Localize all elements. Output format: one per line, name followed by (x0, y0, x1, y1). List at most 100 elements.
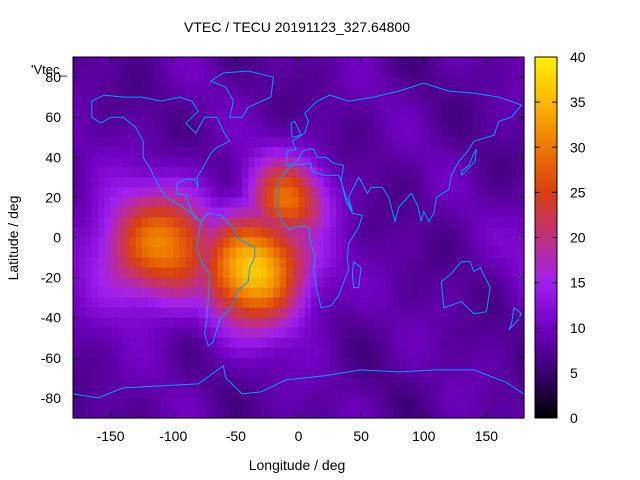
heatmap-cell (110, 217, 118, 229)
heatmap-cell (273, 337, 281, 349)
heatmap-cell (141, 277, 149, 289)
legend-key-label: 'Vtec_ (31, 62, 67, 77)
heatmap-cell (285, 87, 293, 98)
heatmap-cell (260, 157, 268, 168)
heatmap-cell (229, 237, 237, 249)
heatmap-cell (480, 187, 488, 198)
heatmap-cell (198, 367, 206, 379)
heatmap-cell (505, 127, 513, 138)
heatmap-cell (285, 147, 293, 158)
heatmap-cell (298, 297, 306, 309)
heatmap-cell (329, 327, 337, 339)
heatmap-cell (104, 227, 112, 239)
heatmap-cell (311, 137, 318, 148)
coastlines (72, 70, 525, 399)
heatmap-cell (91, 157, 99, 168)
heatmap-cell (185, 267, 193, 279)
heatmap-cell (166, 387, 174, 399)
heatmap-cell (348, 287, 356, 299)
heatmap-cell (311, 327, 318, 339)
heatmap-cell (185, 77, 193, 88)
heatmap-cell (298, 187, 306, 198)
heatmap-cell (511, 357, 519, 369)
heatmap-cell (148, 397, 156, 409)
heatmap-cell (148, 127, 156, 138)
heatmap-cell (104, 317, 112, 329)
heatmap-cell (455, 127, 462, 138)
heatmap-cell (398, 97, 406, 108)
heatmap-cell (198, 207, 206, 219)
heatmap-cell (260, 207, 268, 219)
heatmap-cell (492, 207, 500, 219)
heatmap-cell (492, 147, 500, 158)
heatmap-cell (411, 297, 419, 309)
heatmap-cell (404, 317, 412, 329)
heatmap-cell (329, 237, 337, 249)
heatmap-cell (204, 147, 212, 158)
heatmap-cell (192, 217, 199, 229)
heatmap-cell (104, 167, 112, 178)
heatmap-cell (442, 307, 450, 319)
heatmap-cell (98, 267, 105, 279)
heatmap-cell (148, 317, 156, 329)
heatmap-cell (304, 357, 312, 369)
heatmap-cell (254, 337, 262, 349)
heatmap-cell (267, 237, 275, 249)
heatmap-cell (461, 107, 469, 118)
heatmap-cell (492, 327, 500, 339)
heatmap-cell (398, 247, 406, 259)
heatmap-cell (173, 237, 181, 249)
heatmap-cell (361, 237, 368, 249)
heatmap-cell (254, 127, 262, 138)
heatmap-cell (404, 107, 412, 118)
heatmap-cell (473, 287, 481, 299)
heatmap-cell (448, 377, 456, 389)
heatmap-cell (104, 407, 112, 419)
heatmap-cell (135, 317, 143, 329)
heatmap-cell (217, 217, 224, 229)
heatmap-cell (498, 307, 506, 319)
heatmap-cell (354, 207, 362, 219)
heatmap-cell (473, 157, 481, 168)
heatmap-cell (242, 57, 249, 68)
heatmap-cell (242, 317, 249, 329)
heatmap-cell (198, 67, 206, 78)
heatmap-cell (517, 337, 525, 349)
heatmap-cell (91, 407, 99, 419)
colorbar-tick-label: 40 (570, 49, 586, 65)
heatmap-cell (254, 397, 262, 409)
heatmap-cell (267, 187, 275, 198)
heatmap-cell (517, 287, 525, 299)
heatmap-cell (254, 197, 262, 209)
heatmap-cell (279, 337, 287, 349)
heatmap-cell (511, 347, 519, 359)
heatmap-cell (373, 87, 381, 98)
heatmap-cell (486, 67, 494, 78)
heatmap-cell (154, 237, 162, 249)
heatmap-cell (411, 397, 419, 409)
heatmap-cell (73, 57, 80, 68)
heatmap-cell (336, 257, 343, 269)
heatmap-cell (354, 247, 362, 259)
heatmap-cell (505, 217, 513, 229)
heatmap-cell (123, 207, 130, 219)
heatmap-cell (436, 147, 444, 158)
heatmap-cell (323, 367, 331, 379)
heatmap-cell (498, 117, 506, 128)
heatmap-cell (185, 57, 193, 68)
heatmap-cell (110, 127, 118, 138)
heatmap-cell (73, 187, 80, 198)
heatmap-cell (204, 57, 212, 68)
heatmap-cell (505, 247, 513, 259)
heatmap-cell (517, 77, 525, 88)
heatmap-cell (79, 207, 87, 219)
heatmap-cell (511, 117, 519, 128)
heatmap-cell (317, 287, 325, 299)
heatmap-cell (392, 307, 400, 319)
heatmap-cell (486, 97, 494, 108)
heatmap-cell (260, 77, 268, 88)
heatmap-cell (248, 397, 256, 409)
heatmap-cell (298, 247, 306, 259)
heatmap-cell (455, 217, 462, 229)
heatmap-cell (323, 297, 331, 309)
